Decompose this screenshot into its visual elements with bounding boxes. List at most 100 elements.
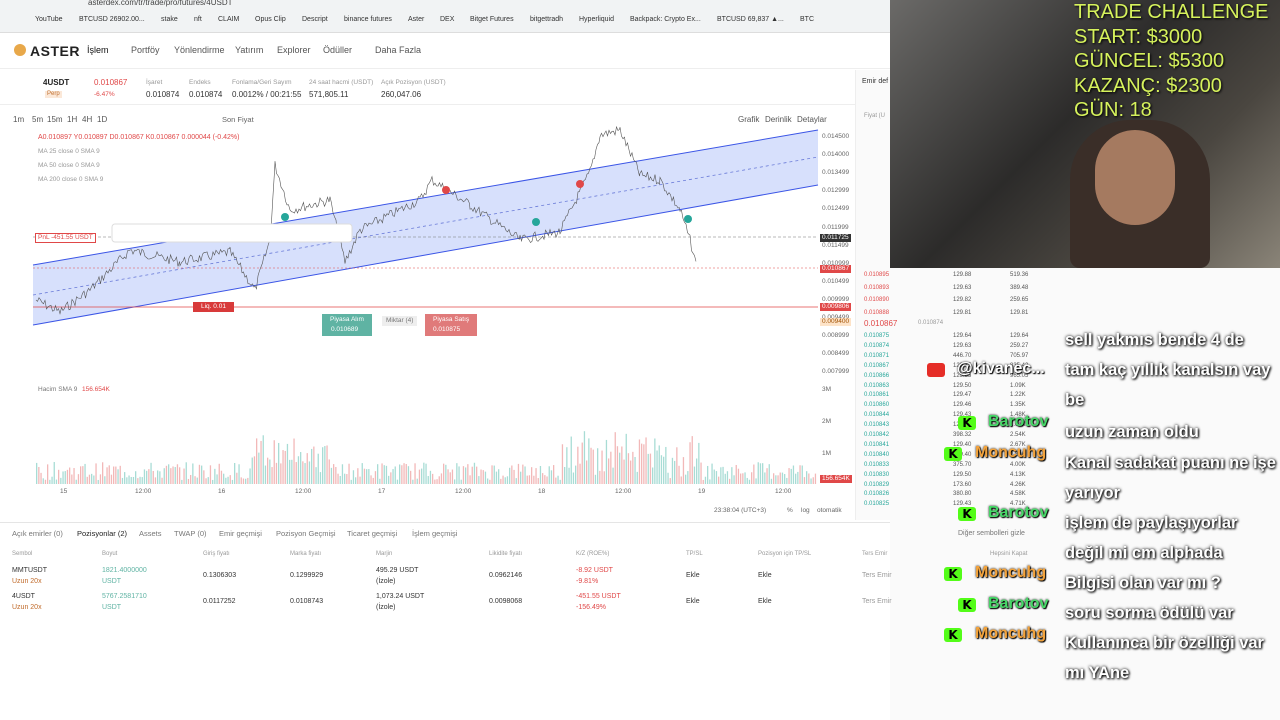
volume-tag: 156.654K [820, 475, 852, 483]
volume-tick: 2M [822, 418, 832, 425]
volume-bar [311, 448, 313, 484]
volume-bar [709, 479, 711, 484]
volume-bar [768, 464, 770, 484]
volume-bar [645, 437, 647, 484]
volume-bar [814, 473, 817, 484]
volume-bar [229, 475, 231, 484]
bid-cell: 129.45 [953, 362, 972, 369]
bid-cell: 0.010866 [864, 372, 890, 379]
stat-value: 260,047.06 [381, 90, 422, 99]
volume-bar [665, 446, 667, 484]
volume-bar [605, 439, 608, 484]
bid-cell: 129.43 [953, 412, 971, 419]
channel [33, 130, 818, 325]
volume-bar [621, 446, 623, 484]
volume-bar [361, 463, 363, 484]
volume-bar [465, 467, 467, 484]
volume-bar [355, 477, 357, 484]
position-tab[interactable]: Assets [139, 529, 162, 538]
volume-bar [643, 444, 645, 484]
timeframe: 1m [13, 115, 25, 124]
bid-cell: 129.64 [953, 333, 972, 339]
volume-bar [487, 478, 489, 484]
volume-bar [80, 466, 82, 484]
volume-bar [121, 477, 124, 484]
position-tab[interactable]: Açık emirler (0) [12, 529, 63, 538]
position-tab[interactable]: Pozisyonlar (2) [77, 529, 128, 538]
volume-bar [388, 475, 390, 484]
ask-cell: 519.36 [1010, 272, 1029, 278]
volume-bar [69, 467, 71, 484]
url: asterdex.com/tr/trade/pro/futures/4USDT [88, 0, 233, 7]
volume-bar [557, 475, 559, 484]
bid-cell: 4.00K [1010, 461, 1026, 468]
kick-icon: K [944, 567, 962, 581]
buy-button[interactable]: Piyasa Alım [322, 314, 372, 336]
position-tab[interactable]: İşlem geçmişi [412, 529, 458, 538]
ask-cell: 0.010888 [864, 309, 890, 316]
volume-bar [638, 439, 641, 484]
volume-bar [599, 470, 601, 484]
position-tab[interactable]: TWAP (0) [174, 529, 207, 538]
ticker-bar [0, 70, 855, 105]
stat-label: 24 saat hacmi (USDT) [309, 79, 374, 86]
column-header: Pozisyon için TP/SL [758, 551, 812, 557]
bid-cell: 0.010860 [864, 402, 890, 409]
bid-cell: 0.010861 [864, 392, 890, 399]
position-cell: -451.55 USDT [576, 593, 621, 600]
time-tick: 18 [538, 488, 546, 495]
price-tick: 0.008999 [822, 332, 850, 340]
volume-bar [731, 467, 733, 484]
ask-cell: 129.81 [953, 309, 972, 316]
youtube-icon [927, 363, 945, 377]
kick-icon: K [958, 598, 976, 612]
volume-bar [159, 471, 161, 484]
position-tab[interactable]: Ticaret geçmişi [347, 529, 398, 538]
chat-message: sell yakmıs bende 4 de tam kaç yıllık ka… [1065, 331, 1271, 409]
volume-bar [108, 465, 110, 484]
volume-bar [810, 478, 812, 484]
volume-bar [506, 476, 509, 484]
chat-user: Moncuhg [975, 444, 1047, 461]
volume-bar [315, 467, 317, 484]
bid-cell: 0.010871 [864, 352, 890, 359]
volume-bar [106, 467, 108, 484]
column-header: TP/SL [686, 551, 703, 557]
volume-bar [379, 478, 381, 484]
position-tab[interactable]: Emir geçmişi [219, 529, 262, 538]
volume-bar [300, 452, 302, 484]
price-tick: 0.013499 [822, 169, 850, 177]
volume-bar [196, 477, 198, 484]
volume-bar [36, 462, 38, 484]
bid-cell: 4.71K [1010, 501, 1026, 508]
volume-bar [348, 463, 350, 484]
volume-bar [368, 469, 370, 484]
volume-bar [249, 468, 251, 484]
bid-cell: 2.80K [1010, 451, 1026, 458]
volume-bar [467, 464, 469, 484]
bookmark: Aster [408, 16, 425, 23]
volume-bar [236, 472, 238, 484]
volume-bar [715, 471, 718, 484]
stat-label: Açık Pozisyon (USDT) [381, 79, 446, 86]
bid-cell: 446.70 [953, 352, 972, 359]
position-cell: 4USDT [12, 593, 35, 600]
volume-bar [165, 465, 168, 484]
chat-message: uzun zaman oldu [1065, 423, 1199, 441]
bid-cell: 129.40 [953, 451, 972, 458]
sell-button[interactable]: Piyasa Satış [425, 314, 478, 336]
nav-item: Yatırım [235, 45, 264, 55]
position-tab[interactable]: Pozisyon Geçmişi [276, 529, 336, 538]
bid-cell: 129.64 [1010, 333, 1029, 339]
volume-bar [546, 476, 548, 484]
volume-bar [99, 474, 102, 484]
column-header: K/Z (ROE%) [576, 551, 610, 557]
volume-bar [238, 464, 240, 484]
volume-bar [786, 477, 788, 484]
position-cell: Ekle [758, 598, 772, 605]
bid-cell: 380.80 [953, 491, 972, 498]
volume-bar [295, 462, 297, 484]
column-header: Sembol [12, 551, 33, 557]
nav-item: İşlem [87, 45, 109, 55]
